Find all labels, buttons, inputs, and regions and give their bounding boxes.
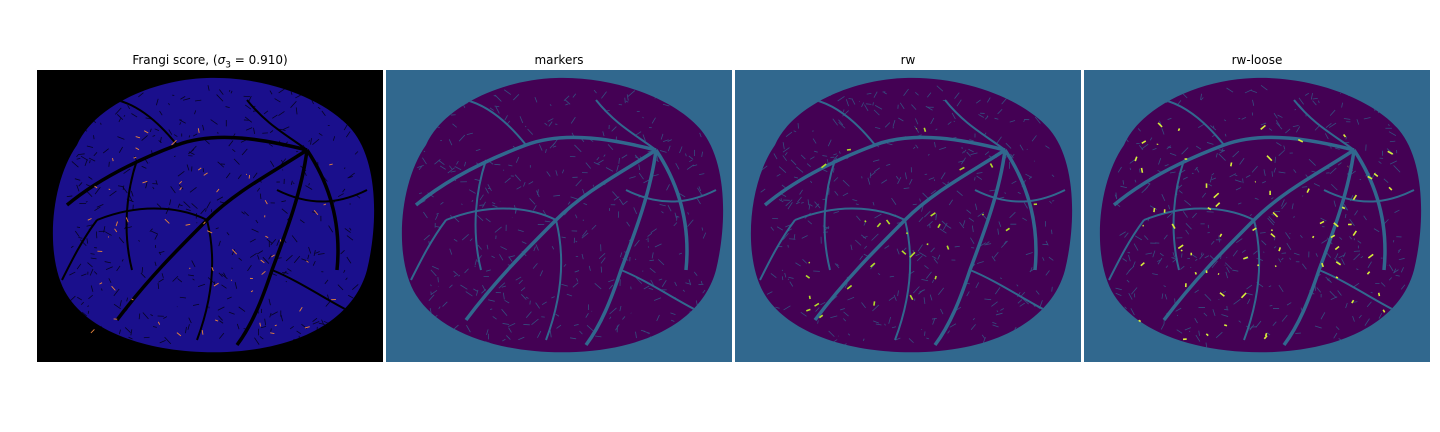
panel-title-rw-loose: rw-loose — [1231, 53, 1283, 67]
panel-title-frangi: Frangi score, (σ3 = 0.910) — [132, 53, 288, 71]
frangi-score-image — [37, 70, 383, 362]
panel-title-markers: markers — [534, 53, 584, 67]
panel-title-rw: rw — [900, 53, 916, 67]
rw-image — [735, 70, 1081, 362]
markers-image — [386, 70, 732, 362]
rw-loose-image — [1084, 70, 1430, 362]
